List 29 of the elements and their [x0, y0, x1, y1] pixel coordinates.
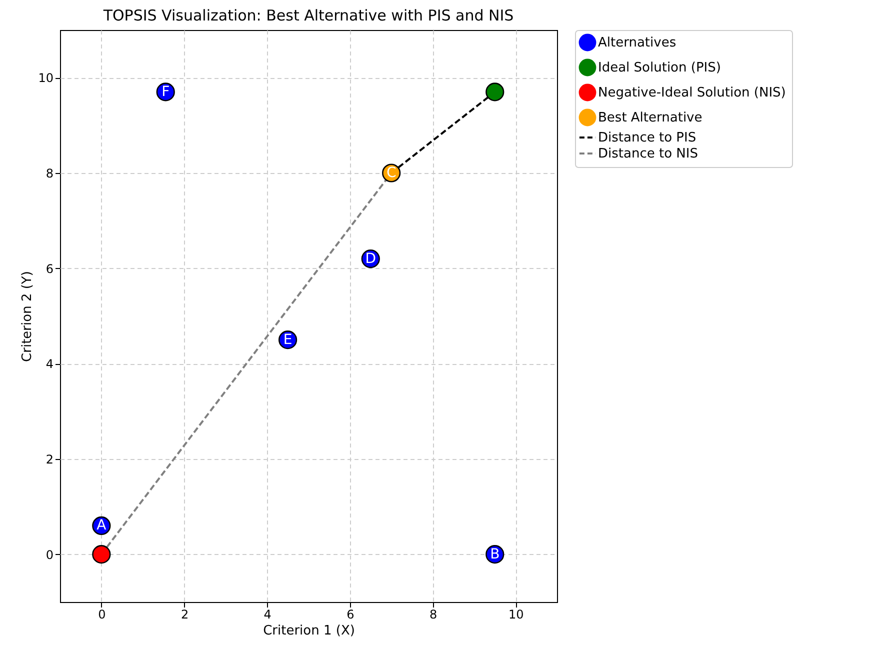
x-tick-label: 8	[429, 608, 438, 622]
annotation: C	[386, 165, 396, 181]
y-tick-label: 10	[38, 71, 54, 86]
chart-title: TOPSIS Visualization: Best Alternative with PIS and NIS	[102, 6, 514, 24]
x-tick-label: 6	[346, 608, 354, 622]
annotation: B	[490, 546, 500, 562]
point	[486, 82, 504, 102]
legend-label: Ideal Solution (PIS)	[598, 60, 721, 76]
x-tick-label: 2	[180, 608, 189, 622]
y-tick-label: 6	[46, 262, 54, 276]
y-axis-title: Criterion 2 (Y)	[20, 271, 36, 362]
y-tick-label: 0	[46, 548, 54, 562]
x-axis-title: Criterion 1 (X)	[263, 624, 355, 638]
annotation: E	[283, 332, 292, 348]
y-tick-label: 4	[46, 357, 54, 372]
x-tick-label: 4	[264, 608, 272, 622]
x-tick-label: 10	[508, 608, 524, 622]
x-tick-label: 0	[98, 608, 106, 622]
legend-label: Distance to NIS	[598, 146, 698, 162]
y-tick-label: 8	[46, 166, 54, 180]
legend-label: Alternatives	[598, 36, 676, 50]
point	[92, 545, 111, 564]
annotation: F	[162, 84, 170, 100]
annotation: A	[96, 518, 107, 534]
legend-label: Distance to PIS	[598, 130, 696, 146]
annotation: D	[365, 250, 376, 267]
legend-label: Best Alternative	[598, 110, 702, 126]
y-tick-label: 2	[46, 452, 54, 466]
legend-label: Negative-Ideal Solution (NIS)	[598, 86, 786, 100]
